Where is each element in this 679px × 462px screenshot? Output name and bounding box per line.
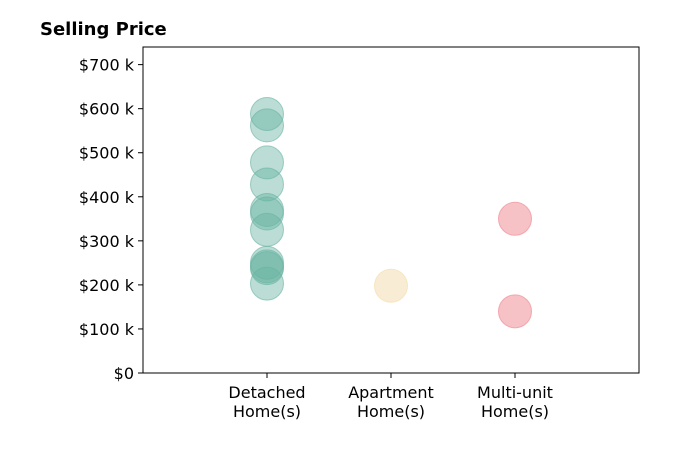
plot-frame <box>142 46 640 374</box>
data-point <box>374 268 408 303</box>
data-point <box>250 251 284 286</box>
y-tick-label: $700 k <box>79 56 135 75</box>
data-point <box>250 167 284 202</box>
data-point <box>498 294 532 329</box>
data-point <box>250 266 284 301</box>
x-tick-label: Detached Home(s) <box>228 383 305 421</box>
x-tick-label: Multi-unit Home(s) <box>477 383 553 421</box>
data-point <box>250 108 284 143</box>
data-point <box>250 96 284 131</box>
y-tick-label: $0 <box>114 364 134 383</box>
data-point <box>250 212 284 247</box>
chart-title: Selling Price <box>40 19 167 40</box>
y-axis: $0 $100 k $200 k $300 k $400 k $500 k $600 k $7… <box>79 56 143 383</box>
chart-marks <box>250 96 532 329</box>
y-tick-label: $500 k <box>79 144 135 163</box>
x-axis: Detached Home(s) Apartment Home(s) Multi-uni… <box>228 373 553 421</box>
y-tick-label: $600 k <box>79 100 135 119</box>
y-tick-label: $300 k <box>79 232 135 251</box>
data-point <box>498 201 532 236</box>
y-tick-label: $100 k <box>79 320 135 339</box>
y-tick-label: $400 k <box>79 188 135 207</box>
x-tick-label: Apartment Home(s) <box>348 383 434 421</box>
y-tick-label: $200 k <box>79 276 135 295</box>
